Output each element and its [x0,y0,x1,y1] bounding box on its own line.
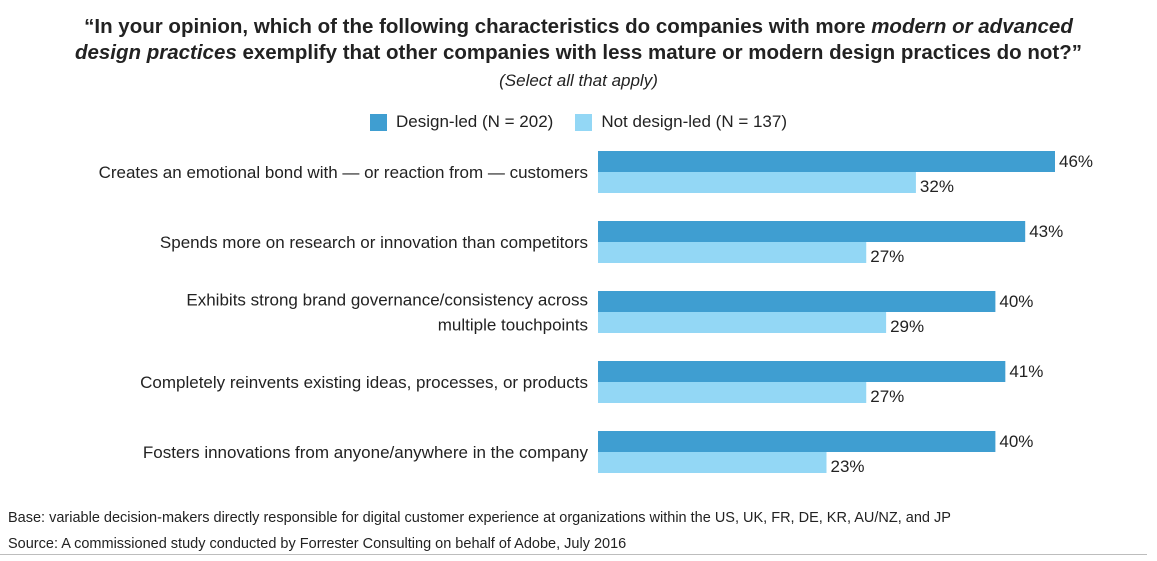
legend-item-not-design-led: Not design-led (N = 137) [575,112,787,132]
legend-item-design-led: Design-led (N = 202) [369,112,554,132]
data-label-not-design-led-spends-more-on-research-or-innovation-th: 27% [870,247,904,266]
data-label-design-led-creates-an-emotional-bond-with-or-reacti: 46% [1059,152,1093,171]
source-note: Source: A commissioned study conducted b… [8,536,627,552]
bar-not-design-led-exhibits-strong-brand-governance-consist [598,312,887,333]
legend-swatch-not-design-led [575,113,593,131]
base-note: Base: variable decision-makers directly … [8,510,951,526]
data-label-not-design-led-creates-an-emotional-bond-with-or-reacti: 32% [920,177,954,196]
category-label-exhibits-strong-brand-governance-consist-line-1: Exhibits strong brand governance/consist… [186,291,588,310]
bar-not-design-led-creates-an-emotional-bond-with-or-reacti [598,172,916,193]
category-label-spends-more-on-research-or-innovation-th: Spends more on research or innovation th… [160,233,588,252]
title-suffix: exemplify that other companies with less… [236,41,1083,64]
bar-design-led-exhibits-strong-brand-governance-consist [598,291,996,312]
category-label-fosters-innovations-from-anyone-anywhere: Fosters innovations from anyone/anywhere… [143,443,589,462]
bar-design-led-creates-an-emotional-bond-with-or-reacti [598,151,1055,172]
chart-title: “In your opinion, which of the following… [0,14,1157,66]
category-label-exhibits-strong-brand-governance-consist-line-2: multiple touchpoints [438,316,588,335]
chart-title-line-1: “In your opinion, which of the following… [0,14,1157,40]
data-label-not-design-led-exhibits-strong-brand-governance-consist: 29% [890,317,924,336]
bar-not-design-led-spends-more-on-research-or-innovation-th [598,242,867,263]
title-emphasis-2: design practices [74,41,237,64]
title-emphasis-1: modern or advanced [871,15,1073,38]
data-label-design-led-fosters-innovations-from-anyone-anywhere: 40% [999,432,1033,451]
category-label-completely-reinvents-existing-ideas-proc: Completely reinvents existing ideas, pro… [140,373,588,392]
legend-label-design-led: Design-led (N = 202) [395,112,554,131]
bar-not-design-led-completely-reinvents-existing-ideas-proc [598,382,867,403]
legend-label-not-design-led: Not design-led (N = 137) [601,112,787,131]
chart-subtitle: (Select all that apply) [499,71,658,90]
bar-design-led-fosters-innovations-from-anyone-anywhere [598,431,996,452]
category-label-creates-an-emotional-bond-with-or-reacti: Creates an emotional bond with — or reac… [99,163,588,182]
legend-swatch-design-led [369,113,387,131]
data-label-not-design-led-fosters-innovations-from-anyone-anywhere: 23% [831,457,865,476]
chart-title-line-2: design practices exemplify that other co… [0,40,1157,66]
footer-divider [0,554,1147,555]
bar-not-design-led-fosters-innovations-from-anyone-anywhere [598,452,827,473]
data-label-design-led-exhibits-strong-brand-governance-consist: 40% [999,292,1033,311]
bar-design-led-spends-more-on-research-or-innovation-th [598,221,1026,242]
data-label-design-led-spends-more-on-research-or-innovation-th: 43% [1029,222,1063,241]
title-prefix: “In your opinion, which of the following… [84,15,872,38]
bar-design-led-completely-reinvents-existing-ideas-proc [598,361,1006,382]
data-label-not-design-led-completely-reinvents-existing-ideas-proc: 27% [870,387,904,406]
data-label-design-led-completely-reinvents-existing-ideas-proc: 41% [1009,362,1043,381]
chart-legend: Design-led (N = 202) Not design-led (N =… [0,112,1157,132]
